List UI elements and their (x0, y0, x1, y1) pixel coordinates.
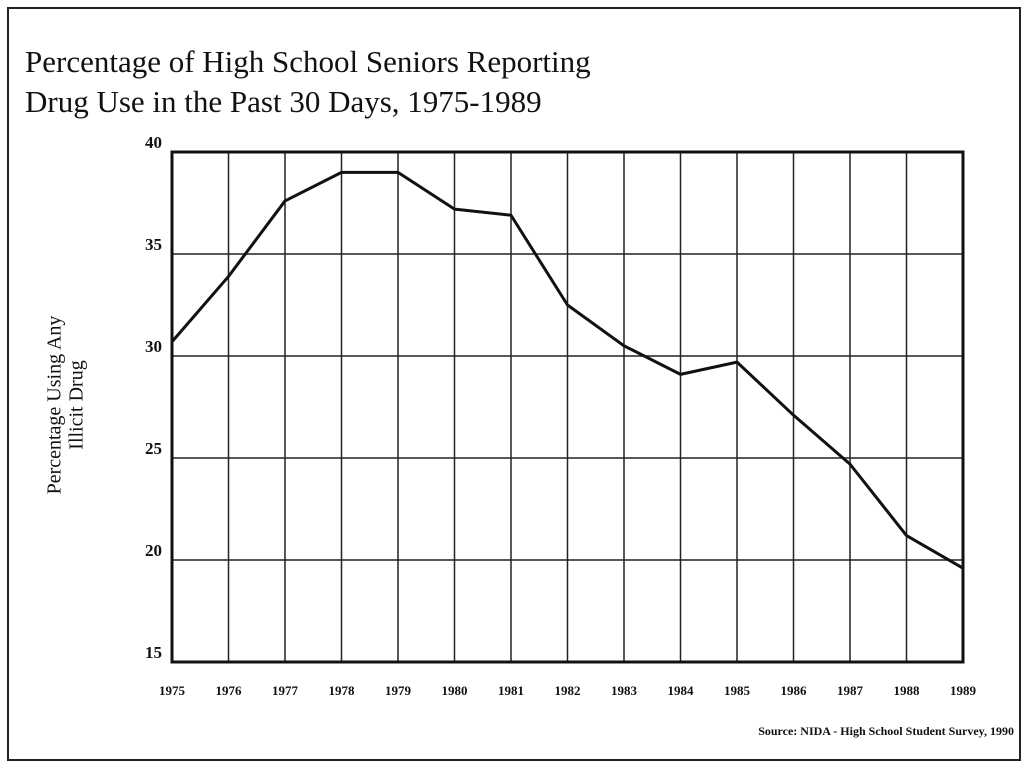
x-tick-label: 1978 (329, 683, 356, 698)
x-tick-label: 1976 (216, 683, 243, 698)
x-tick-label: 1982 (555, 683, 581, 698)
x-tick-label: 1975 (159, 683, 186, 698)
y-tick-label: 15 (145, 643, 162, 662)
y-axis-label-line: Illicit Drug (66, 360, 88, 449)
y-tick-label: 20 (145, 541, 162, 560)
chart-title: Percentage of High School Seniors Report… (25, 44, 591, 79)
x-tick-label: 1989 (950, 683, 977, 698)
data-line (170, 170, 964, 570)
x-tick-label: 1984 (668, 683, 695, 698)
x-tick-label: 1983 (611, 683, 638, 698)
y-tick-label: 30 (145, 337, 162, 356)
x-tick-label: 1986 (781, 683, 808, 698)
x-tick-label: 1985 (724, 683, 751, 698)
x-tick-label: 1981 (498, 683, 524, 698)
y-axis-label-line: Percentage Using Any (44, 316, 66, 495)
x-tick-label: 1979 (385, 683, 412, 698)
x-tick-label: 1980 (442, 683, 468, 698)
frame (7, 7, 1021, 761)
x-tick-label: 1987 (837, 683, 864, 698)
x-tick-label: 1988 (894, 683, 921, 698)
chart-title: Drug Use in the Past 30 Days, 1975-1989 (25, 84, 542, 119)
y-axis-label: Percentage Using Any Illicit Drug (44, 316, 88, 495)
y-tick-label: 35 (145, 235, 162, 254)
y-tick-label: 40 (145, 133, 162, 152)
source-note: Source: NIDA - High School Student Surve… (758, 724, 1014, 738)
plot-border (170, 150, 965, 664)
x-tick-label: 1977 (272, 683, 299, 698)
y-tick-label: 25 (145, 439, 162, 458)
